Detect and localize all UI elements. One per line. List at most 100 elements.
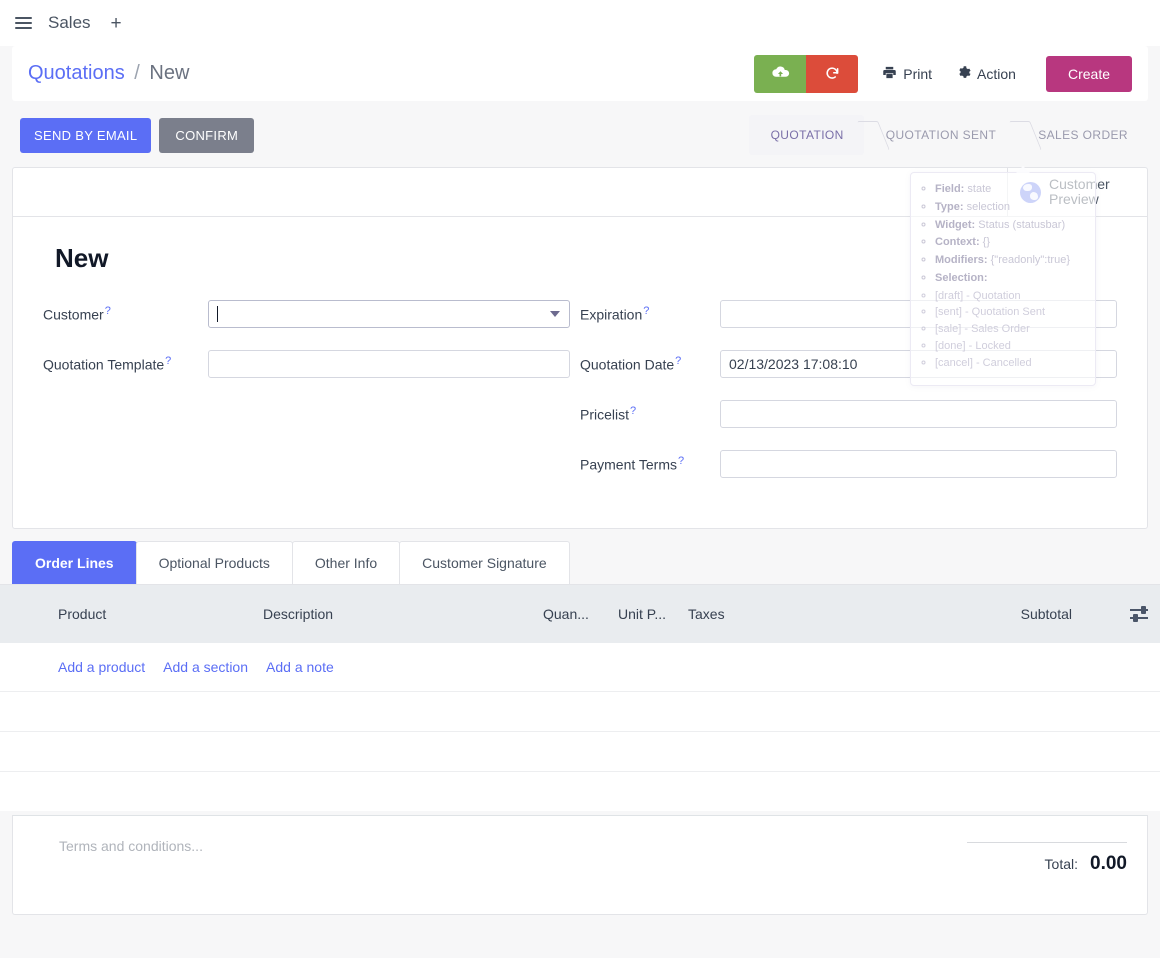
- print-menu[interactable]: Print: [882, 65, 932, 83]
- optional-columns-toggle[interactable]: [1080, 606, 1160, 622]
- terms-and-conditions-input[interactable]: Terms and conditions...: [59, 838, 203, 854]
- send-by-email-button[interactable]: SEND BY EMAIL: [20, 117, 152, 153]
- sliders-icon: [1130, 606, 1148, 622]
- empty-row: [0, 691, 1160, 731]
- form-grid: Customer? Quotation Template?: [43, 300, 1117, 500]
- label-payment-terms-text: Payment Terms: [580, 456, 677, 473]
- field-row-payment-terms: Payment Terms?: [580, 450, 1117, 478]
- page-background: Quotations / New: [0, 46, 1160, 958]
- breadcrumb: Quotations / New: [28, 62, 189, 85]
- add-a-product-link[interactable]: Add a product: [58, 659, 146, 675]
- order-footer: Terms and conditions... Total: 0.00: [12, 815, 1148, 915]
- expiration-input[interactable]: [720, 300, 1117, 328]
- top-navbar: Sales +: [0, 0, 1160, 46]
- total-row: Total: 0.00: [967, 842, 1127, 875]
- customer-preview-button[interactable]: Customer Preview: [1007, 168, 1147, 216]
- hamburger-icon[interactable]: [8, 8, 38, 38]
- quotation-date-value: 02/13/2023 17:08:10: [729, 356, 858, 372]
- printer-icon: [882, 65, 897, 83]
- column-header-taxes[interactable]: Taxes: [688, 606, 725, 622]
- column-header-product[interactable]: Product: [58, 606, 107, 622]
- field-row-pricelist: Pricelist?: [580, 400, 1117, 428]
- help-icon-payment-terms[interactable]: ?: [678, 455, 685, 468]
- total-value: 0.00: [1090, 853, 1127, 874]
- status-pipeline: QUOTATION QUOTATION SENT SALES ORDER: [748, 115, 1148, 155]
- form-body: New Customer?: [13, 217, 1147, 528]
- save-button[interactable]: [754, 54, 807, 93]
- column-header-description[interactable]: Description: [263, 606, 334, 622]
- tab-customer-signature[interactable]: Customer Signature: [399, 541, 570, 584]
- customer-preview-line2: Preview: [1049, 191, 1099, 207]
- status-stage-quotation-sent[interactable]: QUOTATION SENT: [864, 115, 1017, 155]
- customer-input[interactable]: [208, 300, 570, 328]
- cloud-upload-icon: [771, 64, 790, 84]
- confirm-button[interactable]: CONFIRM: [159, 117, 255, 153]
- label-quotation-date: Quotation Date?: [580, 355, 720, 373]
- label-pricelist: Pricelist?: [580, 405, 720, 423]
- help-icon-customer[interactable]: ?: [104, 305, 111, 318]
- form-column-left: Customer? Quotation Template?: [43, 300, 580, 500]
- order-lines-table: Product Description Quan... Unit P... Ta…: [0, 584, 1160, 811]
- label-quotation-template: Quotation Template?: [43, 355, 208, 373]
- form-sheet: Customer Preview New Customer?: [12, 167, 1148, 529]
- add-a-section-link[interactable]: Add a section: [163, 659, 249, 675]
- breadcrumb-separator: /: [134, 62, 140, 84]
- help-icon-quotation-template[interactable]: ?: [165, 355, 172, 368]
- table-header-row: Product Description Quan... Unit P... Ta…: [0, 585, 1160, 643]
- empty-row: [0, 771, 1160, 811]
- field-row-customer: Customer?: [43, 300, 570, 328]
- tab-order-lines[interactable]: Order Lines: [12, 541, 137, 584]
- help-icon-pricelist[interactable]: ?: [630, 405, 637, 418]
- form-column-right: Expiration? Quotation Date? 02/13/: [580, 300, 1117, 500]
- breadcrumb-current: New: [149, 62, 190, 84]
- help-icon-quotation-date[interactable]: ?: [675, 355, 682, 368]
- help-icon-expiration[interactable]: ?: [643, 305, 650, 318]
- control-panel-actions: Print Action Create: [754, 54, 1132, 93]
- add-line-links: Add a product Add a section Add a note: [0, 643, 1160, 691]
- chevron-down-icon[interactable]: [550, 311, 560, 317]
- form-sheet-wrapper: Customer Preview New Customer?: [12, 165, 1148, 529]
- customer-preview-label: Customer Preview: [1049, 175, 1110, 208]
- totals-block: Total: 0.00: [967, 838, 1127, 914]
- stat-button-box: Customer Preview: [13, 168, 1147, 217]
- label-expiration-text: Expiration: [580, 306, 643, 323]
- quotation-template-input[interactable]: [208, 350, 570, 378]
- add-a-note-link[interactable]: Add a note: [266, 659, 334, 675]
- label-quotation-template-text: Quotation Template: [43, 356, 165, 373]
- tab-other-info[interactable]: Other Info: [291, 541, 401, 584]
- gear-icon: [956, 65, 971, 83]
- field-row-quotation-date: Quotation Date? 02/13/2023 17:08:10: [580, 350, 1117, 378]
- notebook: Order Lines Optional Products Other Info…: [0, 541, 1160, 811]
- globe-icon: [1020, 181, 1041, 203]
- add-tab-plus-icon[interactable]: +: [110, 12, 122, 34]
- print-label: Print: [903, 65, 933, 82]
- field-row-quotation-template: Quotation Template?: [43, 350, 570, 378]
- total-label: Total:: [1044, 856, 1079, 872]
- tab-optional-products[interactable]: Optional Products: [135, 541, 293, 584]
- pricelist-input[interactable]: [720, 400, 1117, 428]
- label-payment-terms: Payment Terms?: [580, 455, 720, 473]
- payment-terms-input[interactable]: [720, 450, 1117, 478]
- status-stage-quotation[interactable]: QUOTATION: [748, 115, 864, 155]
- breadcrumb-quotations[interactable]: Quotations: [28, 62, 125, 84]
- label-pricelist-text: Pricelist: [580, 406, 630, 423]
- label-customer: Customer?: [43, 305, 208, 323]
- customer-preview-line1: Customer: [1049, 175, 1110, 192]
- field-row-expiration: Expiration?: [580, 300, 1117, 328]
- create-button[interactable]: Create: [1045, 55, 1132, 92]
- column-header-unit-price[interactable]: Unit P...: [618, 606, 666, 622]
- status-stage-sales-order[interactable]: SALES ORDER: [1016, 115, 1148, 155]
- text-caret: [217, 306, 218, 322]
- action-menu[interactable]: Action: [956, 65, 1016, 83]
- action-label: Action: [977, 65, 1016, 82]
- label-customer-text: Customer: [43, 306, 104, 323]
- label-quotation-date-text: Quotation Date: [580, 356, 675, 373]
- label-expiration: Expiration?: [580, 305, 720, 323]
- column-header-quantity[interactable]: Quan...: [543, 606, 589, 622]
- column-header-subtotal[interactable]: Subtotal: [1020, 606, 1072, 622]
- empty-row: [0, 731, 1160, 771]
- app-name-sales[interactable]: Sales: [48, 13, 91, 32]
- statusbar-row: SEND BY EMAIL CONFIRM QUOTATION QUOTATIO…: [12, 109, 1148, 161]
- quotation-date-input[interactable]: 02/13/2023 17:08:10: [720, 350, 1117, 378]
- discard-button[interactable]: [806, 54, 859, 93]
